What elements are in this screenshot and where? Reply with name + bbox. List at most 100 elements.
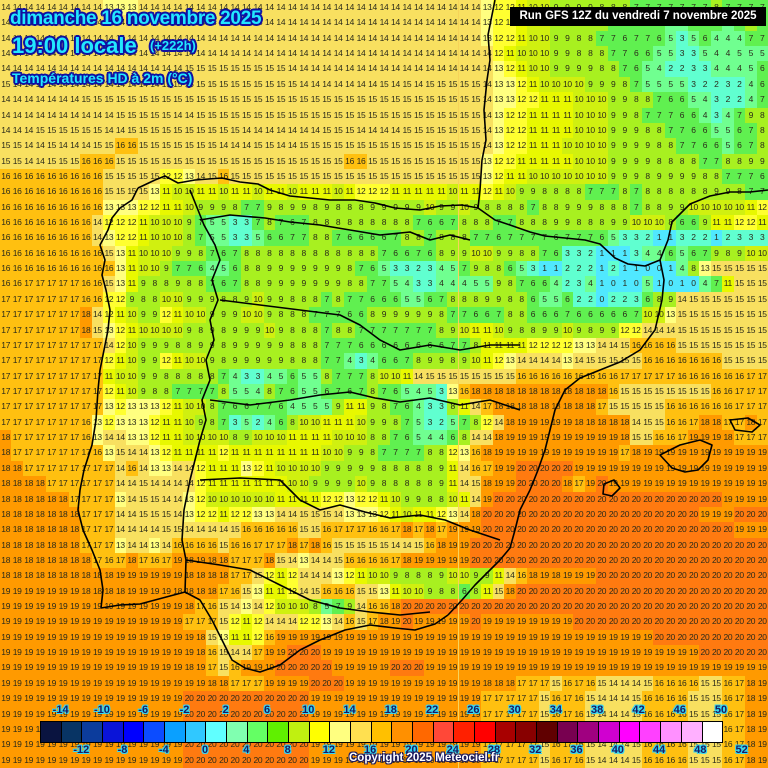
grid-value: 19: [0, 583, 12, 600]
grid-value: 7: [275, 215, 287, 231]
grid-value: 15: [217, 61, 230, 77]
grid-value: 12: [194, 476, 207, 492]
grid-value: 20: [515, 583, 528, 600]
grid-value: 18: [57, 522, 69, 538]
grid-value: 14: [22, 92, 35, 108]
grid-value: 19: [538, 445, 551, 461]
grid-value: 12: [114, 291, 127, 308]
grid-value: 11: [183, 445, 195, 461]
grid-value: 13: [320, 614, 333, 630]
grid-value: 15: [435, 368, 448, 384]
grid-value: 9: [320, 460, 333, 477]
grid-value: 20: [687, 583, 700, 600]
grid-value: 8: [504, 276, 516, 292]
grid-value: 15: [389, 92, 402, 108]
grid-value: 14: [332, 614, 344, 630]
grid-value: 8: [298, 245, 310, 262]
grid-value: 19: [435, 706, 448, 722]
grid-value: 14: [68, 46, 81, 62]
grid-value: 9: [332, 261, 344, 277]
grid-value: 3: [630, 245, 642, 262]
grid-value: 18: [57, 537, 69, 553]
grid-value: 15: [355, 138, 367, 154]
grid-value: 18: [103, 568, 115, 584]
grid-value: 13: [492, 138, 505, 154]
grid-value: 16: [68, 199, 81, 216]
grid-value: 7: [401, 322, 413, 338]
grid-value: 19: [11, 752, 23, 768]
grid-value: 16: [573, 737, 585, 753]
grid-value: 8: [538, 199, 551, 216]
grid-value: 19: [22, 645, 35, 661]
grid-value: 7: [332, 353, 344, 369]
grid-value: 16: [229, 660, 241, 676]
grid-value: 13: [126, 430, 138, 446]
grid-value: 15: [126, 153, 138, 169]
grid-value: 14: [57, 61, 69, 77]
grid-value: 9: [424, 353, 436, 369]
grid-value: 20: [607, 552, 619, 569]
grid-value: 20: [664, 491, 677, 507]
grid-value: 17: [34, 384, 46, 400]
grid-value: 10: [412, 583, 425, 600]
grid-value: 4: [641, 245, 654, 262]
grid-value: 16: [664, 737, 677, 753]
grid-value: 20: [263, 691, 276, 707]
grid-value: 17: [0, 307, 12, 323]
grid-value: 11: [745, 199, 757, 216]
grid-value: 8: [194, 245, 207, 262]
grid-value: 14: [34, 46, 46, 62]
grid-value: 16: [34, 215, 46, 231]
grid-value: 11: [320, 184, 333, 200]
grid-value: 19: [286, 675, 299, 692]
grid-value: 19: [0, 599, 12, 615]
grid-value: 19: [424, 552, 436, 569]
grid-value: 14: [229, 30, 241, 47]
grid-value: 19: [126, 645, 138, 661]
grid-value: 12: [378, 184, 390, 200]
grid-value: 14: [45, 30, 58, 47]
grid-value: 14: [664, 322, 677, 338]
grid-value: 14: [527, 353, 539, 369]
grid-value: 19: [57, 629, 69, 646]
grid-value: 20: [229, 752, 241, 768]
grid-value: 5: [412, 430, 425, 446]
grid-value: 20: [298, 660, 310, 676]
grid-value: 16: [68, 230, 81, 246]
grid-value: 15: [355, 614, 367, 630]
grid-value: 9: [229, 337, 241, 354]
grid-value: 10: [561, 76, 574, 93]
grid-value: 19: [641, 660, 654, 676]
grid-value: 19: [114, 599, 127, 615]
grid-value: 16: [653, 337, 665, 354]
grid-value: 9: [733, 245, 746, 262]
grid-value: 14: [343, 76, 356, 93]
grid-value: 20: [699, 599, 711, 615]
grid-value: 20: [756, 645, 768, 661]
grid-value: 8: [492, 199, 505, 216]
grid-value: 16: [664, 706, 677, 722]
grid-value: 16: [722, 399, 734, 415]
grid-value: 19: [515, 445, 528, 461]
grid-value: 14: [309, 0, 321, 16]
grid-value: 9: [194, 414, 207, 431]
grid-value: 19: [458, 552, 470, 569]
grid-value: 8: [355, 245, 367, 262]
grid-value: 8: [286, 307, 299, 323]
grid-value: 19: [378, 645, 390, 661]
grid-value: 14: [252, 599, 264, 615]
grid-value: 7: [596, 30, 608, 47]
grid-value: 16: [68, 184, 81, 200]
grid-value: 9: [389, 307, 402, 323]
grid-value: 16: [676, 399, 688, 415]
grid-value: 15: [286, 92, 299, 108]
grid-value: 19: [504, 430, 516, 446]
grid-value: 19: [171, 599, 184, 615]
legend-label-bottom: 20: [405, 744, 418, 756]
grid-value: 19: [401, 706, 413, 722]
grid-value: 20: [332, 675, 344, 692]
grid-value: 19: [149, 583, 161, 600]
grid-value: 14: [332, 0, 344, 16]
grid-value: 8: [447, 399, 459, 415]
grid-value: 5: [309, 384, 321, 400]
